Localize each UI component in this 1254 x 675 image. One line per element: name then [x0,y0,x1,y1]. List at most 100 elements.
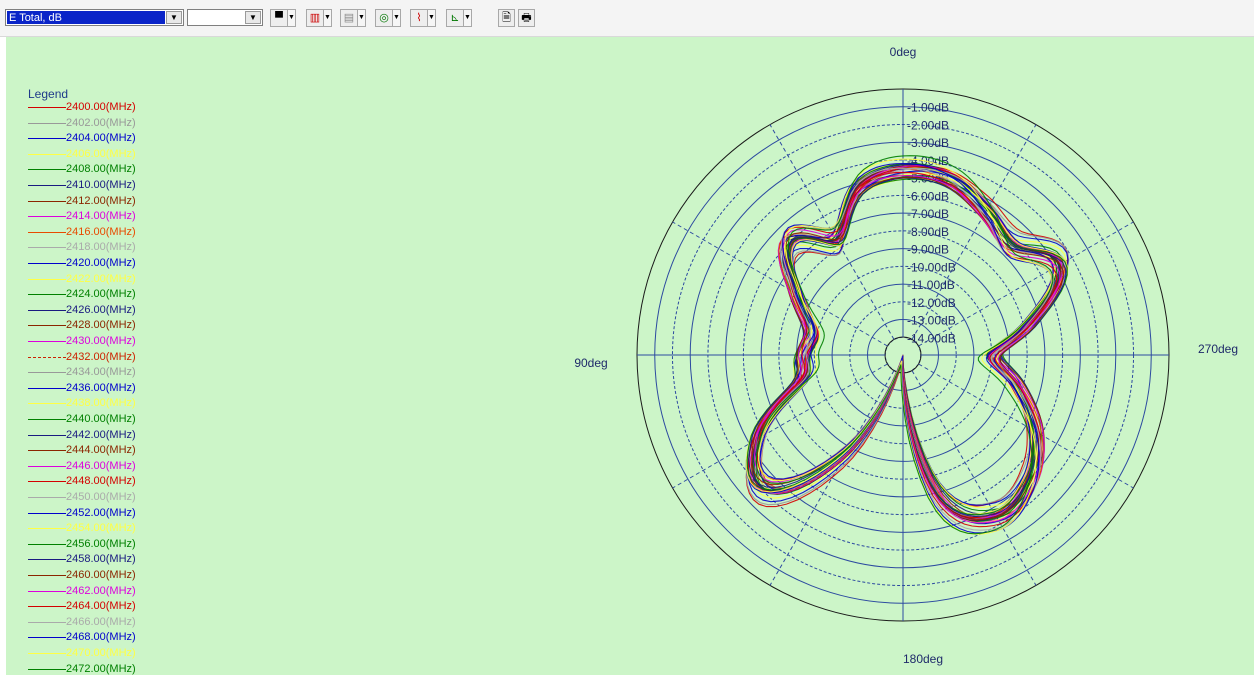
legend-item: 2400.00(MHz) [28,100,178,115]
plot-area: Legend 2400.00(MHz) 2402.00(MHz) 2404.00(M… [6,37,1254,675]
legend-label: 2412.00(MHz) [66,194,136,207]
polar-spoke [672,363,888,489]
legend-label: 2450.00(MHz) [66,491,136,503]
legend-label: 2428.00(MHz) [66,319,136,332]
print-button[interactable]: 🖶 [518,9,535,27]
trace-tool-dropdown[interactable]: ▼ [324,9,332,27]
ring-label: -8.00dB [907,225,949,239]
legend-label: 2460.00(MHz) [66,569,136,581]
legend-swatch [28,653,66,654]
legend-item: 2454.00(MHz) [28,521,178,536]
copy-button[interactable]: 🗎 [498,9,515,27]
legend-swatch [28,356,66,358]
legend-title: Legend [28,87,69,101]
legend-swatch [28,528,66,530]
legend-label: 2426.00(MHz) [66,303,136,316]
legend-item: 2434.00(MHz) [28,365,178,380]
legend-swatch [28,481,66,483]
legend-label: 2468.00(MHz) [66,631,136,644]
ring-label: -13.00dB [907,314,956,328]
legend-label: 2456.00(MHz) [66,537,136,550]
legend-label: 2442.00(MHz) [66,428,136,441]
legend-label: 2434.00(MHz) [66,366,136,379]
legend-item: 2460.00(MHz) [28,568,178,583]
curve-tool-button[interactable]: ⌇ [410,9,428,27]
legend-item: 2436.00(MHz) [28,381,178,396]
legend-item: 2428.00(MHz) [28,318,178,333]
polar-spoke [918,221,1134,347]
legend-swatch [28,263,66,264]
legend-label: 2418.00(MHz) [66,241,136,254]
angle-label-top: 0deg [890,45,917,59]
legend-label: 2472.00(MHz) [66,662,136,675]
curve-icon: ⌇ [416,12,422,24]
legend-item: 2412.00(MHz) [28,194,178,209]
legend-swatch [28,637,66,639]
legend-item: 2432.00(MHz) [28,350,178,365]
grid-tool-dropdown[interactable]: ▼ [358,9,366,27]
legend-swatch [28,325,66,327]
secondary-select[interactable]: ▼ [187,9,263,26]
ring-label: -12.00dB [907,296,956,310]
legend-label: 2430.00(MHz) [66,335,136,347]
legend-label: 2470.00(MHz) [66,647,136,659]
legend-label: 2446.00(MHz) [66,459,136,472]
marker-tool-dropdown[interactable]: ▼ [288,9,296,27]
polar-spoke [911,124,1037,340]
polar-tool-button[interactable]: ◎ [375,9,393,27]
legend-label: 2422.00(MHz) [66,272,136,285]
legend-item: 2424.00(MHz) [28,287,178,302]
angle-label-right: 270deg [1198,342,1238,356]
legend-item: 2468.00(MHz) [28,630,178,645]
legend-item: 2458.00(MHz) [28,552,178,567]
legend-item: 2466.00(MHz) [28,615,178,630]
legend-swatch [28,138,66,140]
polar-icon: ◎ [379,12,389,24]
marker-tool-button[interactable]: ▀ [270,9,288,27]
legend-item: 2446.00(MHz) [28,459,178,474]
legend-label: 2416.00(MHz) [66,225,136,238]
trace-tool-button[interactable]: ▥ [306,9,324,27]
grid-tool-button[interactable]: ▤ [340,9,358,27]
legend-item: 2430.00(MHz) [28,334,178,349]
legend-swatch [28,606,66,608]
legend-swatch [28,309,66,311]
legend-label: 2436.00(MHz) [66,381,136,394]
legend-label: 2464.00(MHz) [66,600,136,613]
polar-spoke [918,363,1134,489]
legend-item: 2450.00(MHz) [28,490,178,505]
legend-label: 2420.00(MHz) [66,257,136,269]
legend-label: 2440.00(MHz) [66,413,136,425]
polar-tool-dropdown[interactable]: ▼ [393,9,401,27]
legend-swatch [28,403,66,405]
quantity-select[interactable]: E Total, dB ▼ [5,9,184,26]
legend-label: 2400.00(MHz) [66,101,136,113]
legend-label: 2432.00(MHz) [66,350,136,363]
legend-label: 2458.00(MHz) [66,553,136,566]
axis-tool-dropdown[interactable]: ▼ [464,9,472,27]
legend-label: 2462.00(MHz) [66,584,136,597]
angle-label-bottom: 180deg [903,652,943,666]
marker-icon: ▀ [275,12,283,24]
legend-item: 2438.00(MHz) [28,396,178,411]
legend-swatch [28,512,66,514]
legend-item: 2472.00(MHz) [28,662,178,675]
legend-swatch [28,668,66,670]
axis-icon: ⊾ [450,12,460,24]
legend-item: 2414.00(MHz) [28,209,178,224]
legend-item: 2402.00(MHz) [28,116,178,131]
chevron-down-icon[interactable]: ▼ [166,11,182,24]
legend-swatch [28,294,66,296]
axis-tool-button[interactable]: ⊾ [446,9,464,27]
chevron-down-icon[interactable]: ▼ [245,11,261,24]
legend-swatch [28,216,66,218]
legend-item: 2456.00(MHz) [28,537,178,552]
legend-swatch [28,497,66,498]
legend-label: 2410.00(MHz) [66,179,136,191]
curve-tool-dropdown[interactable]: ▼ [428,9,436,27]
legend-item: 2410.00(MHz) [28,178,178,193]
legend-item: 2420.00(MHz) [28,256,178,271]
trace-icon: ▥ [309,12,321,24]
legend-label: 2454.00(MHz) [66,522,136,535]
legend-item: 2440.00(MHz) [28,412,178,427]
